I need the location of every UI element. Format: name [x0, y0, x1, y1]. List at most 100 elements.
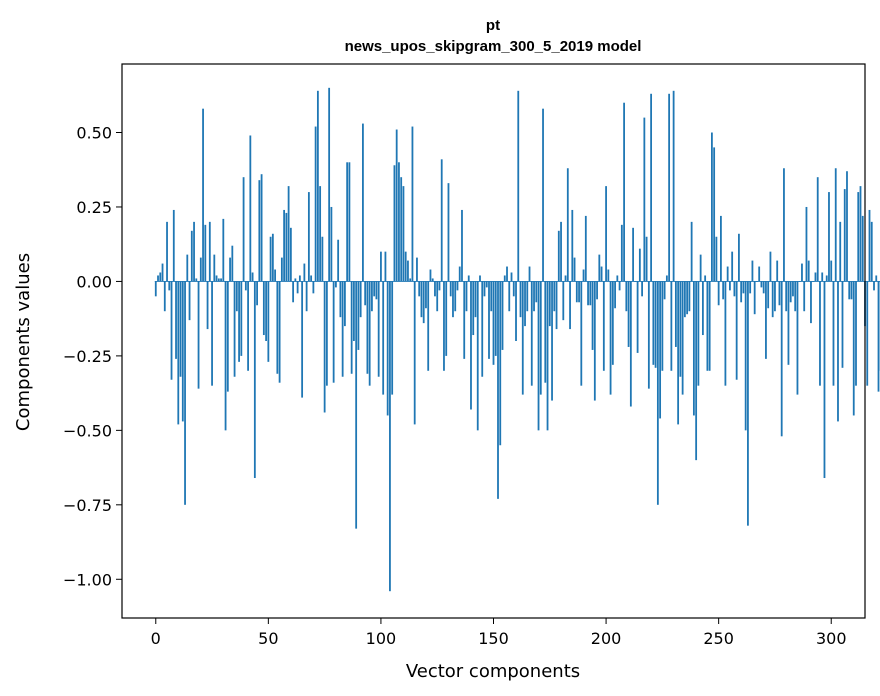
bar — [819, 281, 821, 386]
bar — [220, 278, 222, 282]
bar — [643, 117, 646, 282]
bar — [425, 281, 427, 309]
bar — [321, 236, 324, 282]
bar — [199, 257, 202, 282]
bar — [571, 209, 574, 282]
bar — [699, 254, 702, 282]
bar — [244, 281, 247, 291]
bar — [551, 281, 553, 401]
bar — [785, 281, 788, 312]
bar — [303, 263, 306, 282]
bar — [544, 281, 547, 383]
bar — [217, 278, 220, 282]
bar — [366, 281, 369, 374]
bar — [431, 278, 434, 282]
bar — [602, 281, 605, 371]
bar — [573, 257, 576, 282]
bar — [724, 281, 727, 386]
bar — [371, 281, 373, 312]
bar — [801, 263, 803, 282]
bar — [652, 281, 655, 365]
bar — [830, 260, 833, 282]
bar — [159, 272, 162, 282]
bar — [787, 281, 790, 365]
bar — [407, 260, 409, 282]
bar — [226, 281, 229, 392]
bar — [629, 281, 632, 407]
bar — [614, 281, 616, 309]
bar — [258, 180, 261, 282]
x-tick-label: 150 — [478, 629, 509, 648]
bar — [355, 281, 358, 529]
bar — [154, 281, 157, 297]
bar — [260, 174, 263, 282]
bar — [289, 227, 292, 282]
bar — [848, 281, 851, 300]
x-axis-label: Vector components — [406, 661, 580, 682]
bar — [645, 236, 648, 282]
bar — [409, 278, 412, 282]
bar — [168, 281, 171, 291]
bar — [362, 123, 364, 282]
bar — [600, 266, 603, 282]
bar — [443, 281, 445, 371]
bar — [695, 281, 698, 461]
bar — [328, 87, 331, 282]
bar — [235, 281, 238, 312]
bar — [760, 281, 763, 288]
bar — [190, 230, 193, 282]
bar — [584, 215, 587, 282]
bar — [742, 281, 745, 294]
bar — [334, 281, 337, 288]
bar — [701, 281, 704, 336]
bar — [479, 275, 481, 282]
bar — [184, 281, 186, 505]
bar — [681, 281, 684, 395]
bar — [598, 254, 601, 282]
bar — [661, 281, 664, 371]
bar — [389, 281, 391, 592]
bar — [692, 281, 695, 416]
bar — [269, 236, 272, 282]
y-axis-label: Components values — [13, 253, 34, 431]
bar — [837, 281, 839, 422]
bar — [832, 281, 835, 386]
bar — [632, 227, 634, 282]
bar — [395, 129, 398, 282]
bar — [402, 186, 405, 282]
bar — [492, 281, 495, 365]
bar — [213, 254, 216, 282]
bar — [710, 132, 713, 282]
bar — [850, 281, 853, 300]
bar — [341, 281, 344, 377]
bar — [157, 275, 159, 282]
bar — [846, 171, 848, 282]
bar — [195, 278, 198, 282]
bar — [735, 281, 738, 380]
bar — [647, 281, 650, 389]
bar — [557, 230, 560, 282]
bar — [805, 206, 808, 282]
bar — [740, 281, 743, 303]
bar — [823, 281, 826, 479]
bar — [416, 257, 418, 282]
bar — [542, 108, 544, 282]
bar — [663, 281, 666, 300]
bar — [625, 281, 628, 312]
bar — [690, 221, 693, 282]
bar — [175, 281, 177, 359]
bar — [668, 93, 671, 282]
bar — [364, 281, 367, 306]
bar — [224, 281, 227, 431]
bar — [524, 281, 526, 327]
bar — [384, 251, 387, 282]
bar — [413, 281, 416, 425]
bar — [861, 215, 864, 282]
bar — [420, 281, 423, 318]
bar — [206, 281, 209, 330]
bar — [715, 236, 718, 282]
bar — [609, 281, 612, 395]
bar — [877, 281, 880, 392]
bar — [708, 281, 711, 371]
bar — [810, 281, 812, 324]
